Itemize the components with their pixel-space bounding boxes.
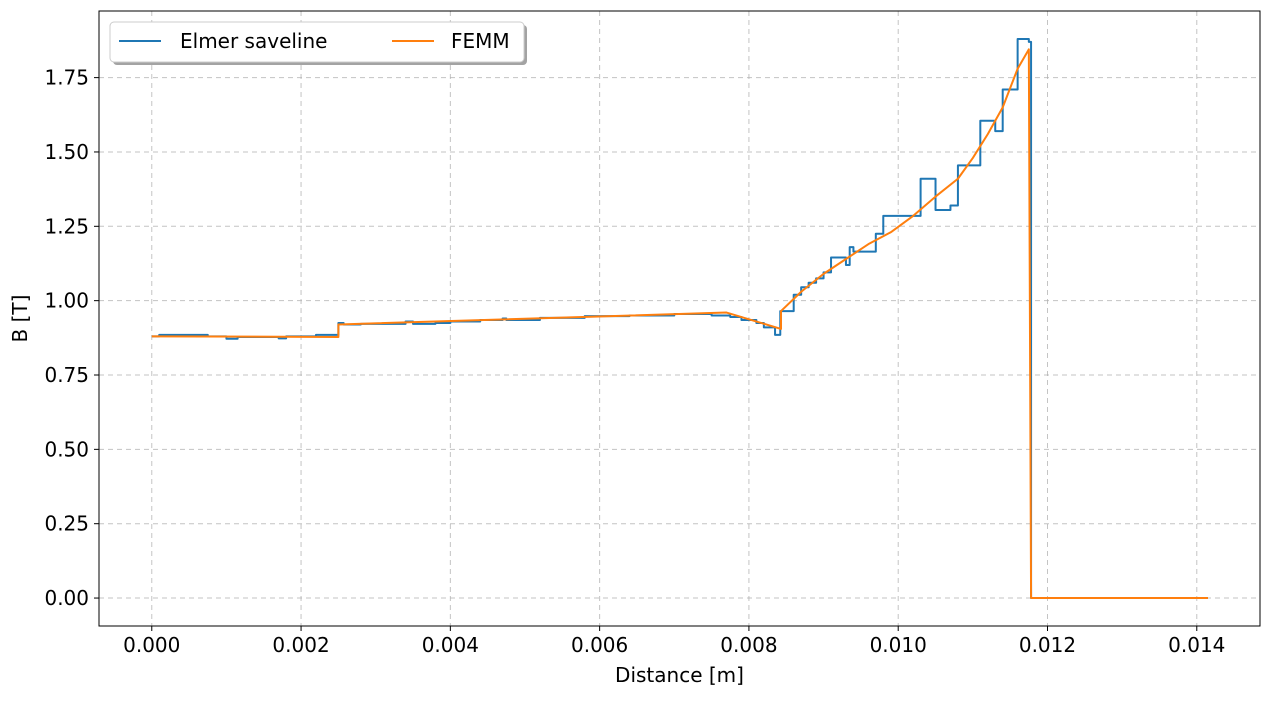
y-tick-label: 1.75 [44,66,89,90]
x-tick-label: 0.004 [422,633,479,657]
y-axis-label: B [T] [8,295,32,343]
x-axis: 0.000 0.002 0.004 0.006 0.008 0.010 0.012 0.014 [123,626,1225,657]
x-axis-label: Distance [m] [615,663,744,687]
y-tick-label: 0.75 [44,363,89,387]
legend: Elmer saveline FEMM [109,21,527,65]
x-tick-label: 0.006 [571,633,628,657]
grid [99,11,1260,626]
y-tick-label: 0.25 [44,512,89,536]
legend-label-elmer: Elmer saveline [180,29,327,53]
plot-lines [151,37,1208,600]
legend-label-femm: FEMM [451,29,510,53]
series-line-femm [151,48,1208,600]
x-tick-label: 0.012 [1019,633,1076,657]
y-tick-label: 1.25 [44,214,89,238]
x-tick-label: 0.008 [720,633,777,657]
y-tick-label: 1.00 [44,289,89,313]
x-tick-label: 0.000 [123,633,180,657]
plot-frame [98,10,1261,627]
y-axis: 0.00 0.25 0.50 0.75 1.00 1.25 1.50 1.75 [44,66,99,610]
y-tick-label: 1.50 [44,140,89,164]
series-line-elmer-saveline [151,37,1208,600]
y-tick-label: 0.00 [44,586,89,610]
x-tick-label: 0.002 [272,633,329,657]
x-tick-label: 0.014 [1168,633,1225,657]
x-tick-label: 0.010 [870,633,927,657]
legend-box [109,21,525,63]
y-tick-label: 0.50 [44,437,89,461]
